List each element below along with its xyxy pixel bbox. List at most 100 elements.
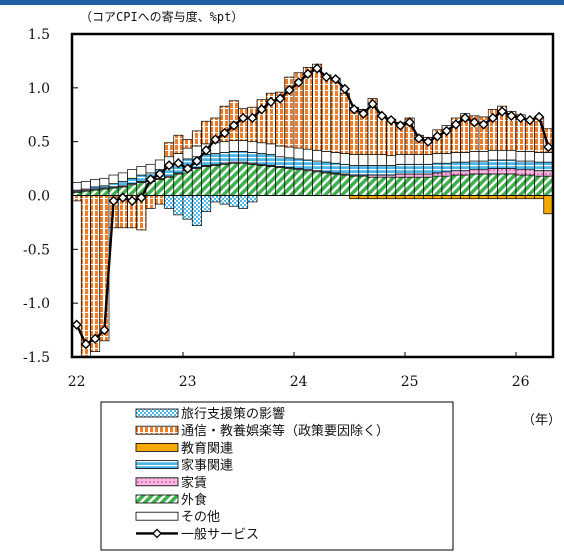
bar-segment — [497, 168, 508, 175]
bar-segment — [441, 153, 452, 164]
bar-segment — [450, 152, 461, 163]
bar-segment — [99, 177, 110, 187]
y-tick-label: -1.5 — [23, 350, 50, 366]
bar-segment — [164, 195, 175, 209]
bar-segment — [302, 67, 313, 150]
bar-segment — [80, 190, 91, 196]
bar-segment — [80, 181, 91, 190]
bar-segment — [136, 174, 147, 182]
bar-segment — [210, 153, 221, 165]
bar-segment — [497, 159, 508, 169]
x-tick-label: 26 — [512, 374, 530, 390]
legend-label: 旅行支援策の影響 — [181, 406, 285, 422]
bar-segment — [182, 170, 193, 196]
y-tick-label: -1.0 — [23, 296, 50, 312]
bar-segment — [506, 159, 517, 169]
bar-segment — [108, 174, 119, 184]
y-tick-label: -0.5 — [23, 242, 50, 258]
bar-segment — [413, 176, 424, 196]
bar-segment — [275, 145, 286, 158]
x-tick-label: 24 — [290, 374, 308, 390]
line-point — [126, 195, 138, 207]
bar-segment — [302, 159, 313, 171]
bar-segment — [191, 168, 202, 196]
bar-segment — [478, 169, 489, 175]
bar-segment — [339, 92, 350, 154]
line-point — [321, 71, 332, 83]
line-point — [330, 74, 341, 85]
bar-segment — [376, 176, 387, 196]
bar-segment — [358, 175, 369, 196]
bar-segment — [321, 74, 332, 152]
bar-segment — [127, 184, 138, 196]
bar-segment — [201, 195, 212, 212]
x-tick-label: 22 — [68, 374, 86, 390]
bar-segment — [376, 165, 387, 176]
bar-segment — [339, 174, 350, 196]
bar-segment — [265, 143, 276, 155]
bar-segment — [441, 162, 452, 173]
line-point — [515, 112, 526, 124]
bar-segment — [506, 168, 517, 175]
bar-segment — [321, 172, 332, 196]
legend: 旅行支援策の影響通信・教養娯楽等（政策要因除く）教育関連家事関連家賃外食その他一… — [100, 401, 454, 551]
bar-segment — [117, 172, 128, 182]
line-point — [191, 155, 203, 167]
bar-segment — [256, 153, 267, 165]
y-axis-label: （コアCPIへの寄与度、%pt） — [80, 9, 243, 24]
top-accent-bar — [0, 0, 564, 5]
line-point — [182, 163, 193, 174]
bar-segment — [182, 147, 193, 160]
bar-segment — [478, 173, 489, 196]
bar-segment — [515, 169, 526, 176]
bar-segment — [321, 151, 332, 163]
bar-segment — [265, 166, 276, 196]
bar-segment — [487, 168, 498, 175]
bar-segment — [367, 176, 378, 196]
line-point — [376, 110, 388, 122]
line-point — [311, 63, 323, 74]
line-point — [89, 333, 101, 344]
bar-segment — [524, 160, 535, 171]
legend-swatch — [135, 494, 179, 504]
line-point — [265, 96, 277, 108]
bar-segment — [99, 188, 110, 196]
bar-segment — [423, 176, 434, 196]
bar-segment — [145, 163, 156, 174]
bar-segment — [478, 151, 489, 162]
line-point — [200, 145, 212, 156]
bar-segment — [460, 152, 471, 163]
bar-segment — [71, 182, 82, 191]
bar-segment — [90, 195, 101, 352]
bar-segment — [201, 166, 212, 196]
line-point — [108, 195, 119, 207]
legend-swatch — [135, 442, 179, 452]
bar-segment — [349, 165, 360, 176]
y-tick-label: 0.0 — [28, 189, 50, 205]
bar-segment — [367, 154, 378, 166]
bar-segment — [432, 175, 443, 196]
line-point — [459, 112, 471, 124]
line-point — [136, 192, 147, 203]
bar-segment — [404, 154, 415, 165]
bar-segment — [534, 152, 545, 163]
bar-segment — [376, 115, 387, 155]
bar-segment — [413, 154, 424, 165]
bar-segment — [441, 175, 452, 196]
bar-segment — [330, 77, 341, 153]
line-point — [274, 93, 286, 104]
bar-segment — [432, 162, 443, 174]
bar-segment — [238, 195, 249, 209]
line-point — [293, 77, 304, 88]
bar-segment — [228, 151, 239, 163]
legend-swatch — [135, 477, 179, 487]
bar-segment — [358, 165, 369, 176]
bar-segment — [543, 175, 554, 196]
bar-segment — [478, 160, 489, 171]
bar-segment — [201, 120, 212, 145]
bar-segment — [534, 161, 545, 172]
bar-segment — [524, 169, 535, 176]
bar-segment — [395, 173, 406, 178]
bar-segment — [524, 151, 535, 162]
bar-segment — [136, 166, 147, 176]
